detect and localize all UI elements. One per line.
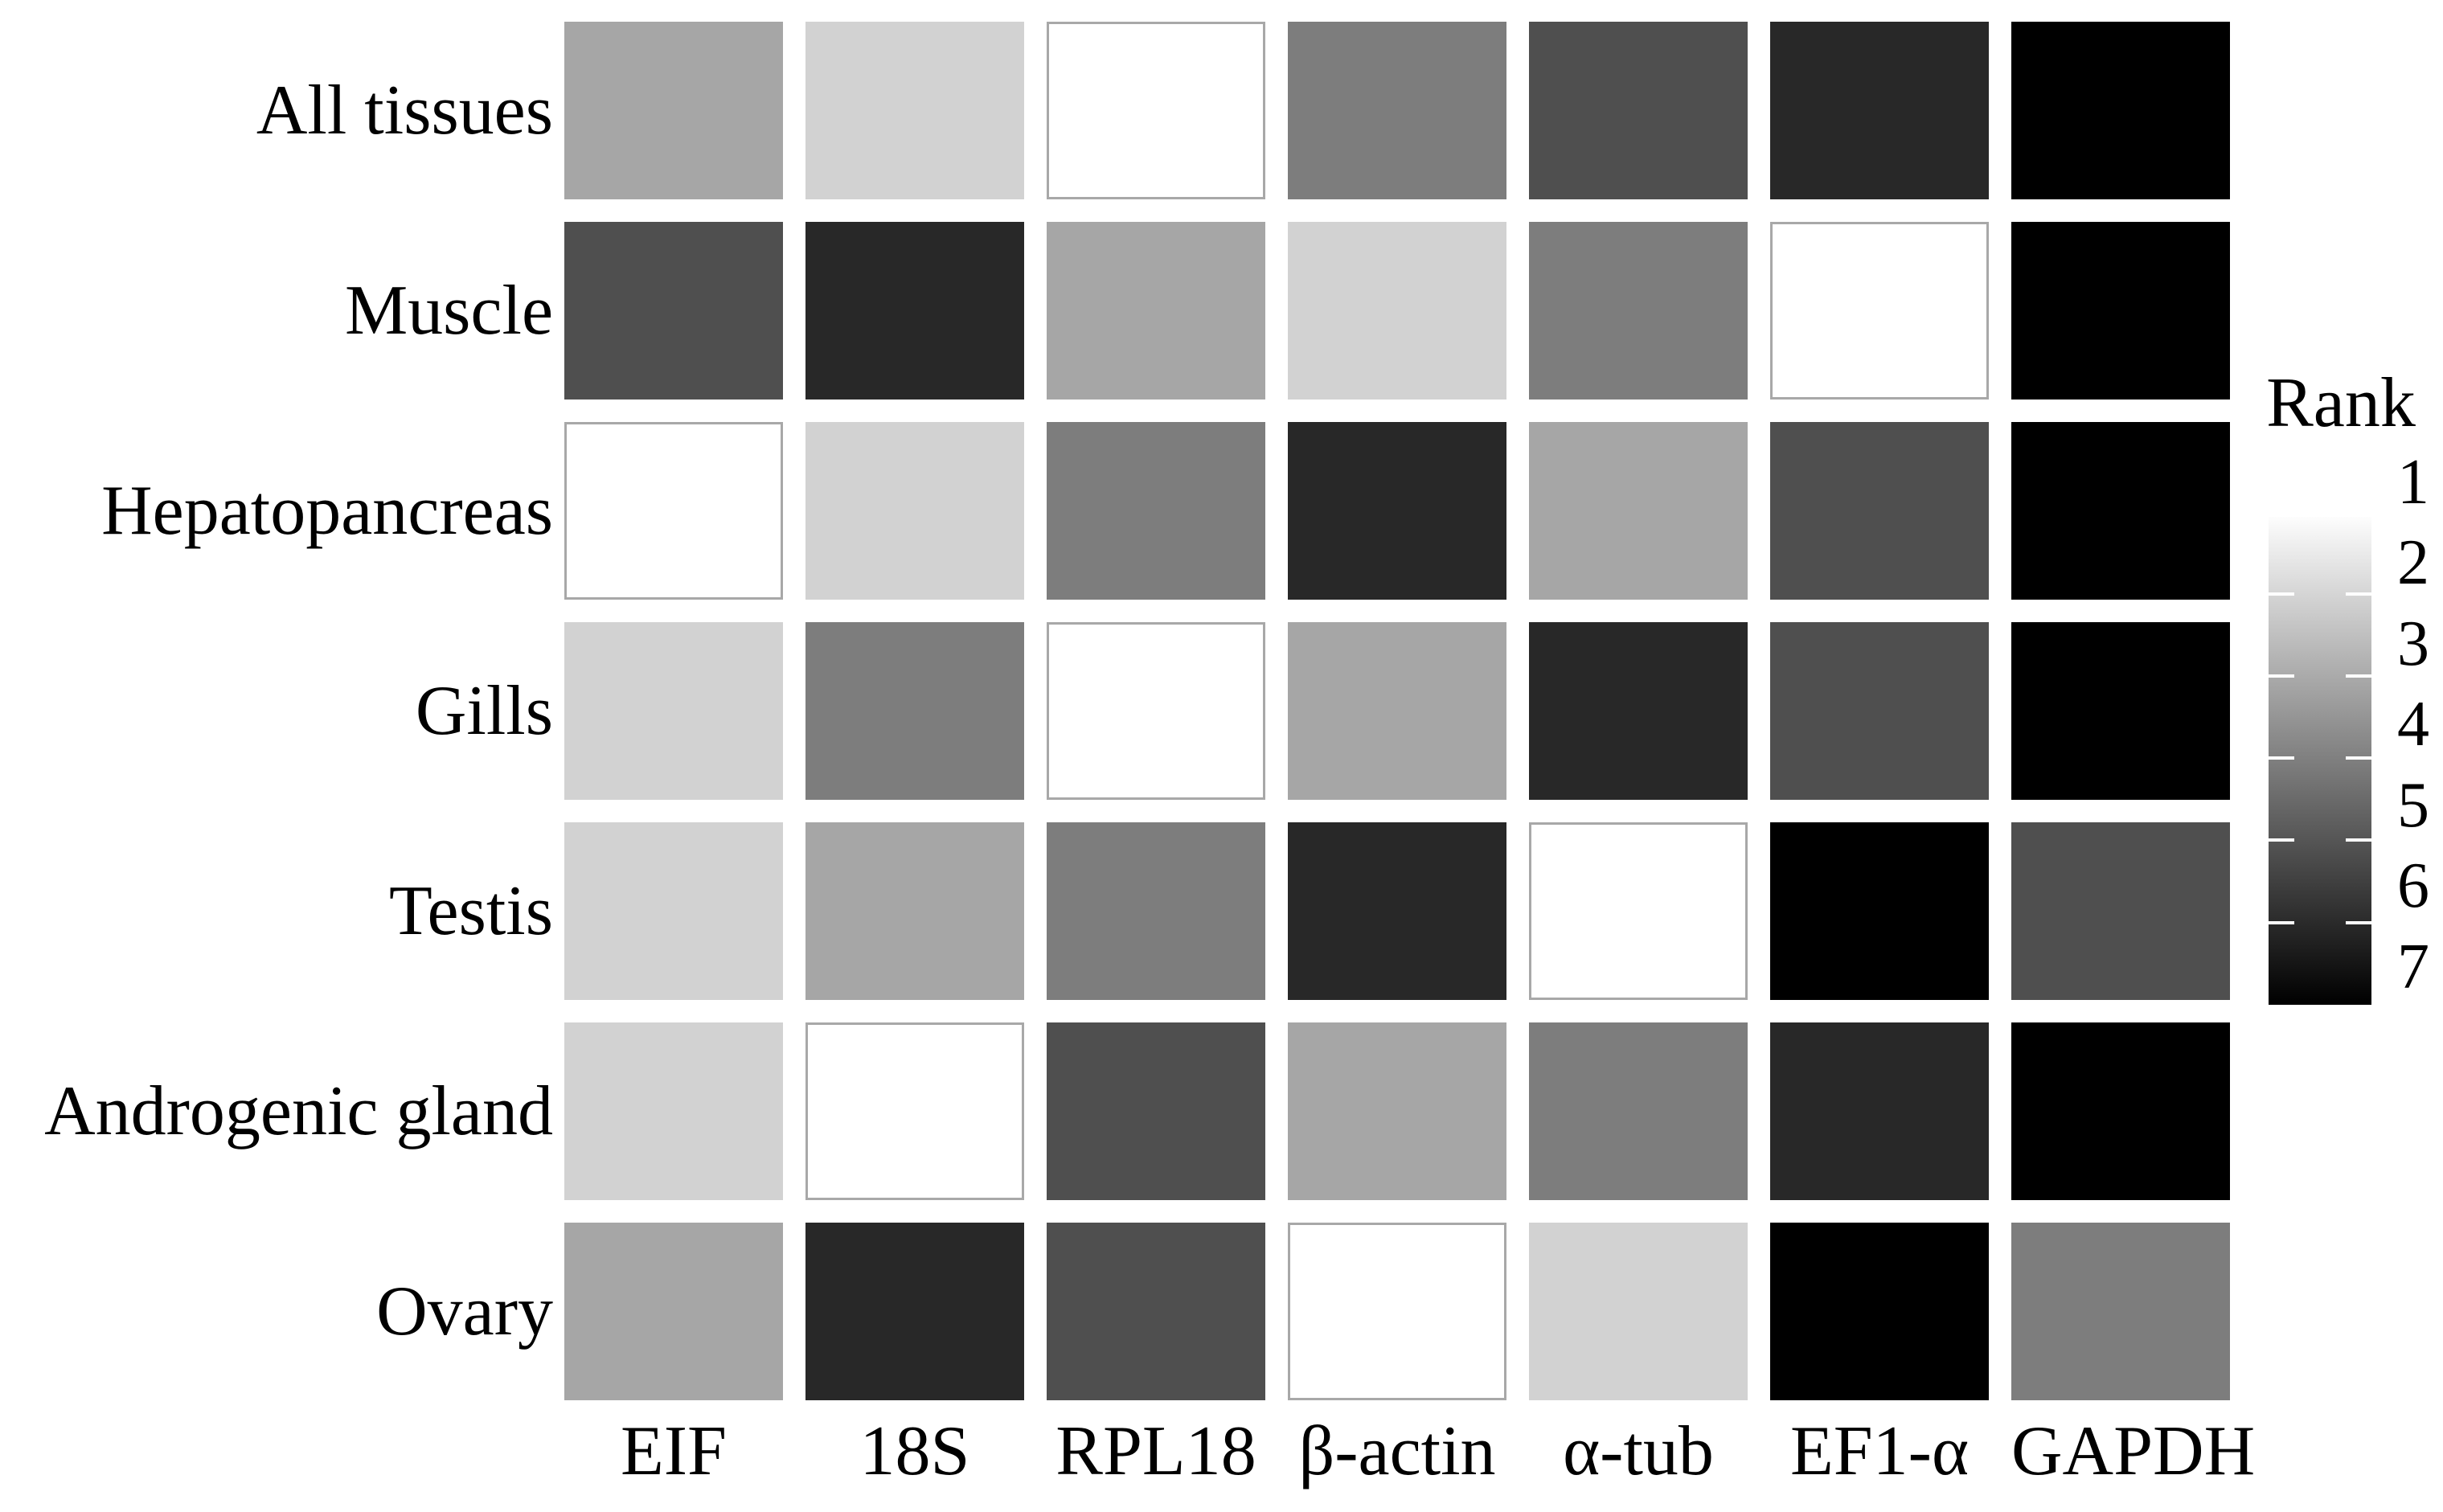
heatmap-cell — [1047, 22, 1265, 199]
legend-label-6: 6 — [2397, 850, 2429, 922]
heatmap-cell — [1770, 1022, 1989, 1200]
heatmap-cell — [1047, 222, 1265, 400]
heatmap-cell — [1529, 1223, 1748, 1400]
heatmap-cell — [1529, 22, 1748, 199]
heatmap-cell — [1047, 1022, 1265, 1200]
heatmap-cell — [564, 1022, 783, 1200]
heatmap-cell — [1529, 422, 1748, 600]
heatmap-cell — [805, 822, 1024, 1000]
legend-title: Rank — [2266, 364, 2416, 442]
heatmap-cell — [1288, 422, 1506, 600]
legend-label-7: 7 — [2397, 931, 2429, 1002]
heatmap-cell — [805, 222, 1024, 400]
column-label-6: GAPDH — [2011, 1412, 2256, 1490]
heatmap-cell — [1047, 822, 1265, 1000]
heatmap-cell — [1529, 222, 1748, 400]
heatmap-cell — [1288, 1022, 1506, 1200]
column-labels: EIF 18S RPL18 β-actin α-tub EF1-α GAPDH — [564, 1412, 2256, 1491]
heatmap-cell — [2011, 422, 2230, 600]
legend-label-1: 1 — [2397, 446, 2429, 518]
heatmap-cell — [564, 1223, 783, 1400]
row-labels: All tissues Muscle Hepatopancreas Gills Test… — [0, 22, 553, 1400]
colorbar-tick — [2346, 592, 2371, 596]
heatmap-cell — [564, 822, 783, 1000]
heatmap-cell — [1770, 822, 1989, 1000]
colorbar-tick — [2346, 674, 2371, 678]
colorbar-tick — [2269, 592, 2294, 596]
heatmap-cell — [1529, 822, 1748, 1000]
row-label-6: Ovary — [376, 1272, 553, 1350]
legend-label-2: 2 — [2397, 527, 2429, 599]
heatmap-cell — [1047, 1223, 1265, 1400]
row-label-1: Muscle — [344, 271, 553, 350]
row-label-2: Hepatopancreas — [101, 471, 553, 550]
colorbar-tick — [2269, 921, 2294, 925]
heatmap-cell — [1770, 22, 1989, 199]
heatmap-cell — [2011, 1022, 2230, 1200]
colorbar-tick — [2269, 756, 2294, 760]
heatmap-cell — [1288, 222, 1506, 400]
heatmap-grid — [564, 22, 2230, 1400]
heatmap-cell — [564, 622, 783, 800]
rank-colorbar — [2269, 517, 2371, 1005]
legend-label-3: 3 — [2397, 608, 2429, 679]
column-label-5: EF1-α — [1789, 1412, 1970, 1490]
row-label-4: Testis — [388, 871, 553, 950]
heatmap-cell — [1288, 1223, 1506, 1400]
heatmap-cell — [805, 422, 1024, 600]
heatmap-cell — [1529, 1022, 1748, 1200]
heatmap-cell — [2011, 1223, 2230, 1400]
heatmap-cell — [1288, 622, 1506, 800]
heatmap-cell — [564, 22, 783, 199]
column-label-1: 18S — [859, 1412, 970, 1490]
heatmap-cell — [2011, 622, 2230, 800]
heatmap-cell — [1288, 22, 1506, 199]
heatmap-cell — [2011, 22, 2230, 199]
heatmap-cell — [805, 1022, 1024, 1200]
heatmap-cell — [2011, 222, 2230, 400]
heatmap-cell — [564, 222, 783, 400]
row-label-3: Gills — [415, 671, 553, 750]
heatmap-cell — [1770, 422, 1989, 600]
column-label-2: RPL18 — [1055, 1412, 1256, 1490]
heatmap-cell — [2011, 822, 2230, 1000]
heatmap-cell — [1770, 1223, 1989, 1400]
column-label-3: β-actin — [1298, 1412, 1496, 1490]
heatmap-cell — [1047, 622, 1265, 800]
heatmap-cell — [1529, 622, 1748, 800]
colorbar-tick — [2346, 756, 2371, 760]
heatmap-cell — [1288, 822, 1506, 1000]
heatmap-cell — [805, 1223, 1024, 1400]
colorbar-tick — [2346, 921, 2371, 925]
heatmap-cell — [1770, 622, 1989, 800]
legend-label-5: 5 — [2397, 769, 2429, 841]
heatmap-cell — [805, 622, 1024, 800]
legend-label-4: 4 — [2397, 689, 2429, 760]
heatmap-cell — [1047, 422, 1265, 600]
column-label-4: α-tub — [1563, 1412, 1714, 1490]
colorbar-tick — [2269, 674, 2294, 678]
row-label-0: All tissues — [256, 71, 553, 150]
heatmap-cell — [564, 422, 783, 600]
heatmap-cell — [1770, 222, 1989, 400]
row-label-5: Androgenic gland — [44, 1072, 553, 1150]
colorbar-tick — [2346, 838, 2371, 842]
colorbar-tick — [2269, 838, 2294, 842]
column-label-0: EIF — [621, 1412, 727, 1490]
heatmap-cell — [805, 22, 1024, 199]
